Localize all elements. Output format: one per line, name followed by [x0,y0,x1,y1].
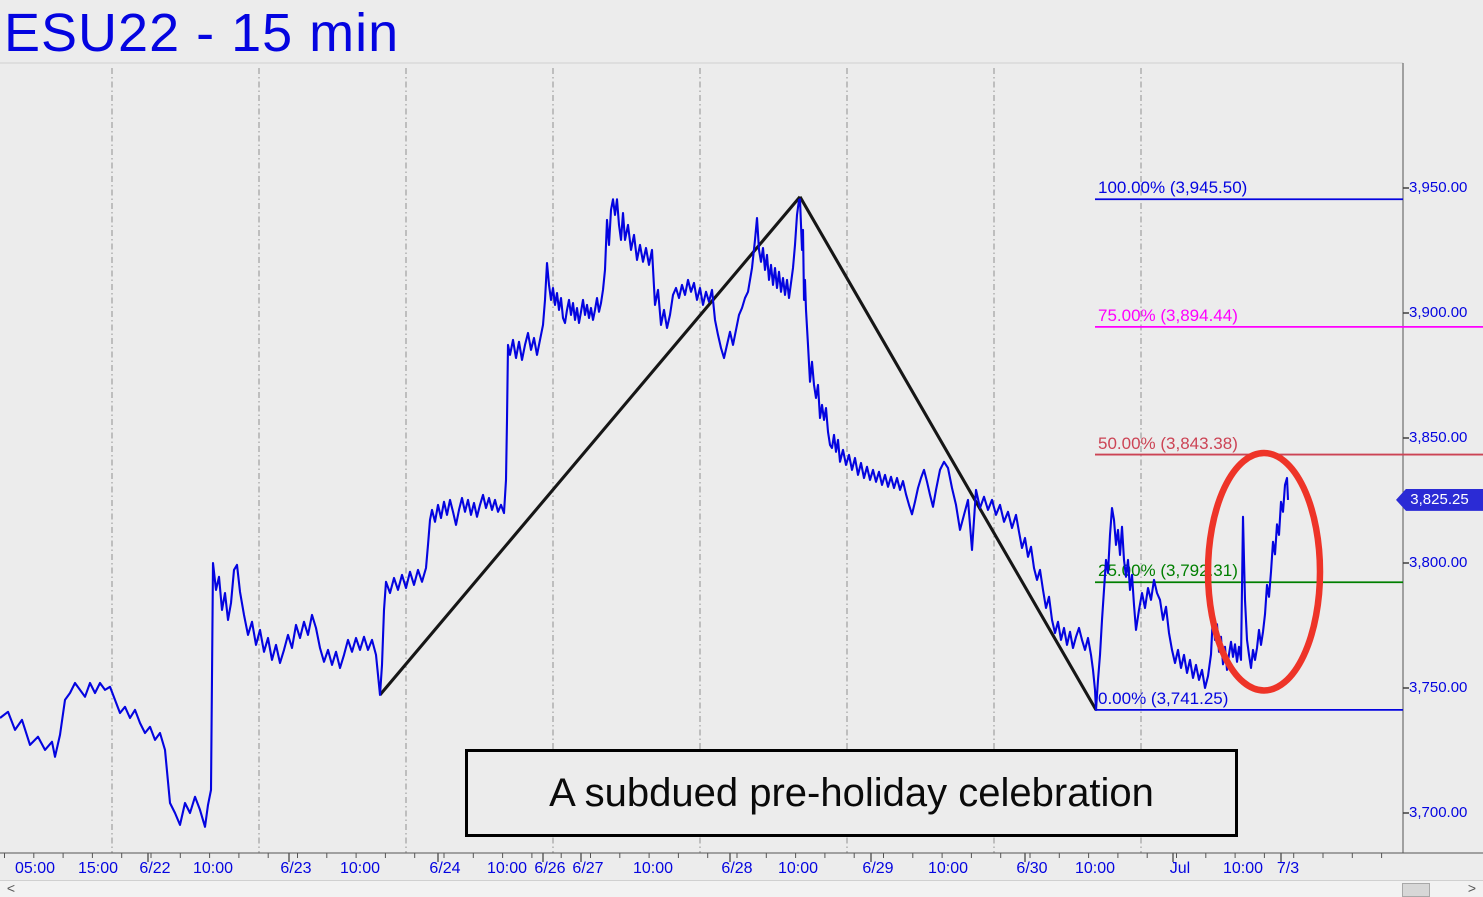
trendline[interactable] [798,195,1098,711]
fib-label-75.00%: 75.00% (3,894.44) [1098,305,1238,325]
time-axis-label: 10:00 [777,860,819,877]
text-annotation: A subdued pre-holiday celebration [549,770,1154,815]
fib-label-100.00%: 100.00% (3,945.50) [1098,178,1248,198]
scroll-right-icon[interactable]: > [1467,880,1477,896]
time-axis-label: 10:00 [486,860,528,877]
scrollbar-thumb[interactable] [1402,883,1430,897]
time-axis-label: 6/24 [429,860,461,877]
price-axis-label: 3,800.00 [1409,554,1468,571]
time-axis-label: 6/23 [280,860,312,877]
time-axis-label: 10:00 [1074,860,1116,877]
time-axis-label: 10:00 [192,860,234,877]
chart-title: ESU22 - 15 min [4,3,400,63]
price-line [0,198,1290,828]
price-axis-label: 3,700.00 [1409,804,1468,821]
scroll-left-icon[interactable]: < [6,880,16,896]
price-axis-label: 3,850.00 [1409,429,1468,446]
ellipse-annotation[interactable] [1204,449,1324,694]
fib-label-50.00%: 50.00% (3,843.38) [1098,433,1238,453]
horizontal-scrollbar[interactable]: < > [0,880,1483,897]
time-axis-label: 15:00 [77,860,119,877]
time-axis-label: 10:00 [1222,860,1264,877]
time-axis-label: 10:00 [927,860,969,877]
time-axis-label: 6/29 [862,860,894,877]
last-price-badge: 3,825.25 [1396,488,1483,511]
fib-label-0.00%: 0.00% (3,741.25) [1098,688,1229,708]
time-axis-label: 6/26 [534,860,566,877]
time-axis-label: 6/30 [1016,860,1048,877]
time-axis-label: 6/28 [721,860,753,877]
time-axis-label: 6/27 [572,860,604,877]
time-axis-label: 6/22 [139,860,171,877]
time-axis-label: 10:00 [632,860,674,877]
price-axis-label: 3,900.00 [1409,304,1468,321]
time-axis-label: 7/3 [1276,860,1300,877]
time-axis-label: 10:00 [339,860,381,877]
time-axis-label: 05:00 [14,860,56,877]
price-axis-label: 3,750.00 [1409,679,1468,696]
trendline[interactable] [378,195,802,696]
price-axis-label: 3,950.00 [1409,179,1468,196]
time-axis-label: Jul [1169,860,1191,877]
text-annotation-box[interactable]: A subdued pre-holiday celebration [465,749,1238,837]
